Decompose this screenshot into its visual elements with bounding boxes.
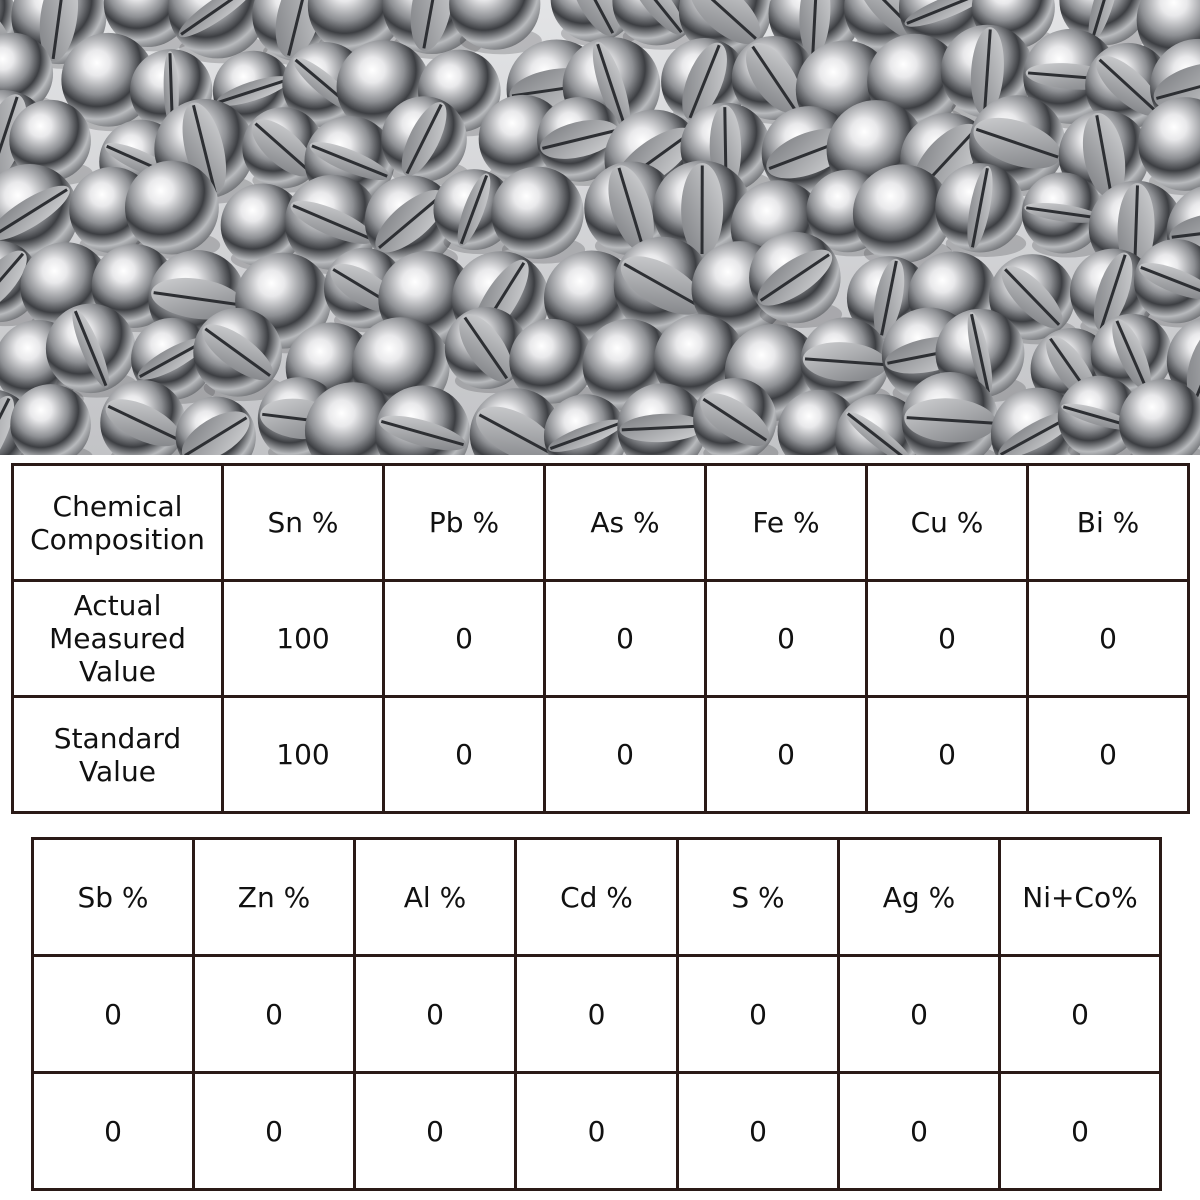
cell-value: 0 bbox=[676, 954, 840, 1074]
tin-ball bbox=[168, 0, 268, 64]
cell-value: 0 bbox=[353, 954, 517, 1074]
tin-ball bbox=[10, 384, 93, 455]
tin-ball bbox=[612, 0, 703, 50]
composition-table-2: Sb % Zn % Al % Cd % S % Ag % Ni+Co% 0 0 … bbox=[31, 837, 1162, 1191]
header-cell-ni-co: Ni+Co% bbox=[998, 837, 1162, 957]
tin-ball bbox=[617, 383, 707, 455]
header-cell-fe: Fe % bbox=[704, 463, 868, 582]
header-cell-sb: Sb % bbox=[31, 837, 195, 957]
cell-value: 0 bbox=[1026, 695, 1190, 814]
header-cell-sn: Sn % bbox=[221, 463, 385, 582]
cell-value: 0 bbox=[31, 1071, 195, 1191]
tin-ball bbox=[834, 393, 924, 455]
tin-ball bbox=[693, 377, 779, 455]
tin-ball bbox=[1134, 239, 1200, 328]
cell-value: 0 bbox=[353, 1071, 517, 1191]
tin-ball bbox=[193, 307, 284, 402]
table-row-actual: Actual Measured Value 100 0 0 0 0 0 bbox=[11, 579, 1190, 698]
cell-value: 0 bbox=[514, 1071, 679, 1191]
header-cell-chemical-composition: Chemical Composition bbox=[11, 463, 224, 582]
tin-ball bbox=[800, 317, 891, 411]
tin-ball bbox=[749, 231, 843, 328]
tin-ball bbox=[901, 372, 999, 455]
tin-ball bbox=[374, 385, 470, 455]
cell-value: 0 bbox=[192, 954, 356, 1074]
cell-value: 0 bbox=[192, 1071, 356, 1191]
cell-value: 100 bbox=[221, 695, 385, 814]
header-cell-bi: Bi % bbox=[1026, 463, 1190, 582]
header-cell-cd: Cd % bbox=[514, 837, 679, 957]
product-photo bbox=[0, 0, 1200, 455]
cell-value: 0 bbox=[31, 954, 195, 1074]
cell-value: 0 bbox=[543, 695, 707, 814]
cell-value: 0 bbox=[998, 954, 1162, 1074]
table-header-row: Chemical Composition Sn % Pb % As % Fe %… bbox=[11, 463, 1190, 582]
tin-ball bbox=[381, 96, 469, 187]
cell-value: 0 bbox=[865, 695, 1029, 814]
cell-value: 100 bbox=[221, 579, 385, 698]
tin-ball bbox=[652, 160, 753, 264]
header-cell-ag: Ag % bbox=[837, 837, 1001, 957]
tin-ball bbox=[731, 36, 818, 125]
table-row-standard: 0 0 0 0 0 0 0 bbox=[31, 1071, 1162, 1191]
tin-ball bbox=[469, 388, 563, 455]
tin-ball bbox=[449, 0, 542, 55]
cell-value: 0 bbox=[543, 579, 707, 698]
header-cell-as: As % bbox=[543, 463, 707, 582]
cell-value: 0 bbox=[514, 954, 679, 1074]
tin-ball bbox=[1118, 379, 1200, 455]
header-cell-cu: Cu % bbox=[865, 463, 1029, 582]
header-cell-al: Al % bbox=[353, 837, 517, 957]
cell-value: 0 bbox=[676, 1071, 840, 1191]
table-header-row: Sb % Zn % Al % Cd % S % Ag % Ni+Co% bbox=[31, 837, 1162, 957]
cell-value: 0 bbox=[382, 695, 546, 814]
cell-value: 0 bbox=[865, 579, 1029, 698]
cell-value: 0 bbox=[998, 1071, 1162, 1191]
cell-value: 0 bbox=[704, 579, 868, 698]
row-label-actual-measured: Actual Measured Value bbox=[11, 579, 224, 698]
table-row-actual: 0 0 0 0 0 0 0 bbox=[31, 954, 1162, 1074]
cell-value: 0 bbox=[704, 695, 868, 814]
row-label-standard: Standard Value bbox=[11, 695, 224, 814]
tin-ball bbox=[1057, 375, 1143, 455]
tin-ball bbox=[491, 166, 586, 264]
composition-table-1: Chemical Composition Sn % Pb % As % Fe %… bbox=[11, 463, 1190, 814]
header-cell-s: S % bbox=[676, 837, 840, 957]
tin-ball bbox=[444, 306, 529, 394]
cell-value: 0 bbox=[837, 954, 1001, 1074]
tin-ball bbox=[1021, 172, 1105, 258]
tin-shot-image bbox=[0, 0, 1200, 455]
tin-ball bbox=[175, 396, 256, 455]
tin-ball bbox=[935, 163, 1027, 257]
cell-value: 0 bbox=[837, 1071, 1001, 1191]
cell-value: 0 bbox=[382, 579, 546, 698]
table-row-standard: Standard Value 100 0 0 0 0 0 bbox=[11, 695, 1190, 814]
header-cell-pb: Pb % bbox=[382, 463, 546, 582]
tin-ball bbox=[100, 380, 187, 455]
tin-ball bbox=[543, 394, 628, 455]
cell-value: 0 bbox=[1026, 579, 1190, 698]
header-cell-zn: Zn % bbox=[192, 837, 356, 957]
